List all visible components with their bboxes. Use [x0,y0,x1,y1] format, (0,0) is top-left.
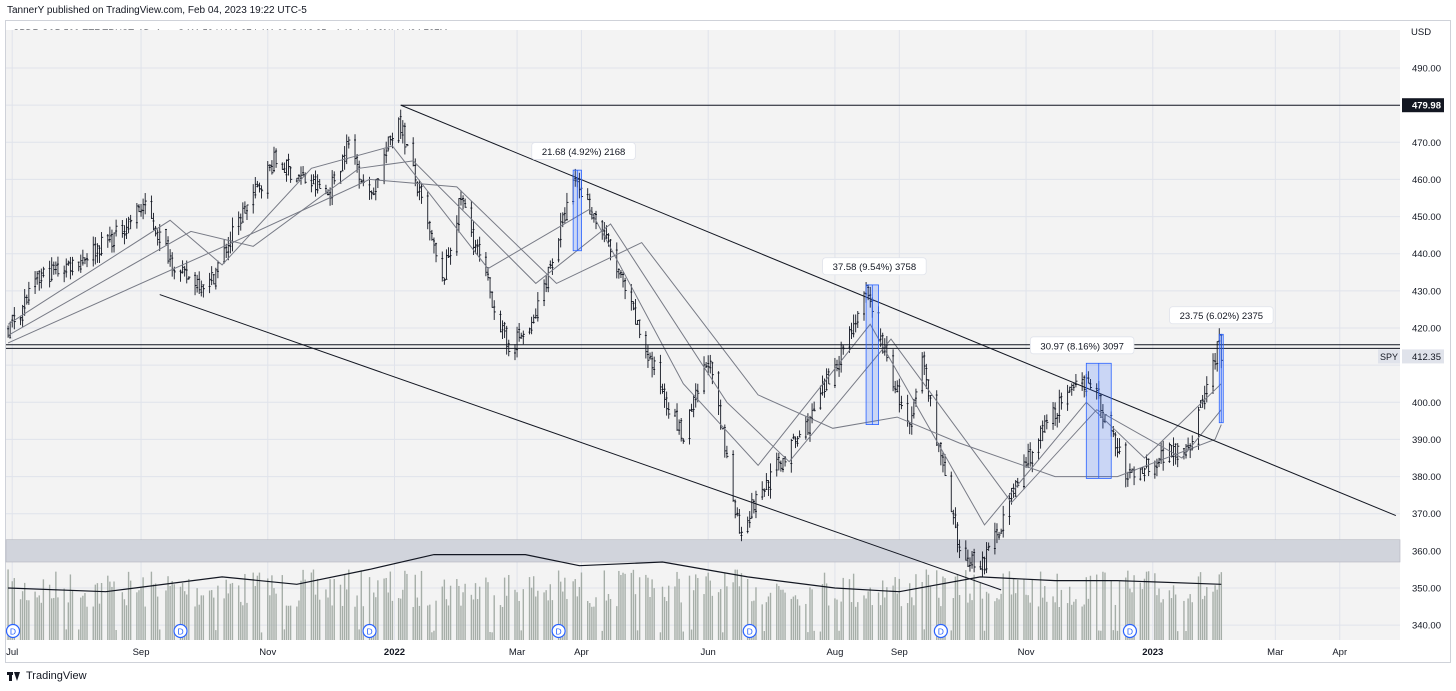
dividend-marker-label: D [366,627,372,637]
measure-label-box [531,142,636,160]
chart-frame[interactable] [5,20,1451,663]
y-tick-label: 440.00 [1412,249,1441,260]
y-tick-label: 490.00 [1412,64,1441,75]
measure-label-box [1169,306,1274,325]
y-tick-label: 470.00 [1412,138,1441,149]
y-tick-label: 360.00 [1412,546,1441,557]
measure-label: 30.97 (8.16%) 3097 [1040,341,1123,352]
volume-ma-line [8,553,1222,593]
measure-label: 37.58 (9.54%) 3758 [833,262,916,273]
channel-lower [159,294,1002,591]
dividend-marker [933,623,948,639]
last-price-tag-label: 412.35 [1412,352,1441,363]
ath-price-tag [1402,98,1444,113]
dividend-marker [742,623,757,639]
y-tick-label: 370.00 [1412,509,1441,520]
y-tick-label: 390.00 [1412,435,1441,446]
symbol-tag [1378,349,1400,364]
x-tick-label: Mar [509,647,525,658]
dividend-marker [5,623,21,639]
x-tick-label: Nov [1018,647,1035,658]
dividend-marker [551,623,566,639]
currency-label: USD [1411,27,1432,38]
dividend-marker-label: D [747,627,753,637]
y-tick-label: 450.00 [1412,212,1441,223]
y-tick-label: 380.00 [1412,472,1441,483]
y-tick-label: 350.00 [1412,584,1441,595]
x-tick-label: Aug [826,647,843,658]
dividend-marker-label: D [10,627,16,637]
ath-price-tag-label: 479.98 [1412,101,1441,112]
dividend-marker [362,623,377,639]
x-tick-label: 2022 [384,647,405,658]
dividend-marker [173,623,188,639]
dividend-marker-label: D [1127,627,1133,637]
x-tick-label: Jun [701,647,716,658]
dividend-marker-label: D [556,627,562,637]
x-tick-label: Jul [6,647,18,658]
dividend-marker-label: D [938,627,944,637]
footer-brand-label: TradingView [26,670,87,682]
footer-brand: TradingView [7,670,87,682]
measure-label: 21.68 (4.92%) 2168 [542,147,625,158]
publisher-line: TannerY published on TradingView.com, Fe… [7,5,307,16]
last-price-tag [1402,349,1444,364]
volume-zone [5,539,1401,563]
ma-line [7,160,1222,504]
dividend-marker [1122,623,1138,639]
measure-label: 23.75 (6.02%) 2375 [1180,311,1263,322]
measure-label-box [822,257,927,276]
x-tick-label: Nov [259,647,276,658]
y-tick-label: 340.00 [1412,621,1441,632]
ma-line [7,178,1222,478]
symbol-tag-label: SPY [1380,352,1398,362]
x-tick-label: Sep [891,647,908,658]
channel-upper [400,104,1397,517]
x-tick-label: Apr [1332,647,1347,658]
x-tick-label: Apr [574,647,589,658]
tradingview-logo-icon [7,671,21,681]
x-tick-label: Sep [133,647,150,658]
x-tick-label: Mar [1267,647,1283,658]
y-tick-label: 400.00 [1412,398,1441,409]
x-tick-label: 2023 [1142,647,1163,658]
y-tick-label: 430.00 [1412,286,1441,297]
dividend-marker-label: D [177,627,183,637]
y-tick-label: 420.00 [1412,324,1441,335]
measure-label-box [1029,336,1135,355]
y-tick-label: 460.00 [1412,175,1441,186]
ma-line [7,145,1222,526]
plot-area [6,30,1400,640]
